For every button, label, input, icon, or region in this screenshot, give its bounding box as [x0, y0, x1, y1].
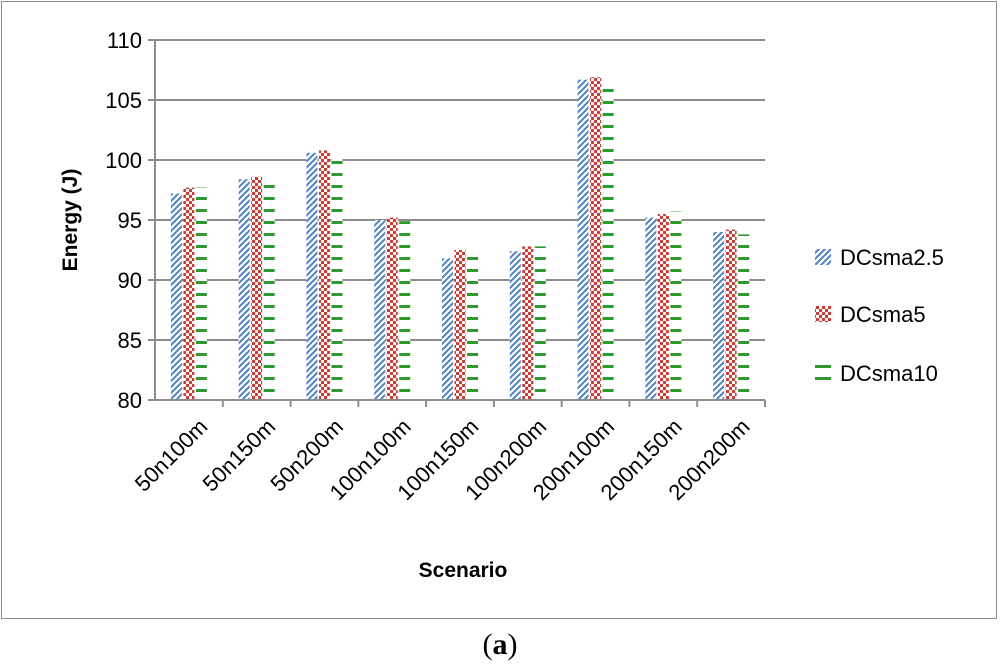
caption-open-paren: ( — [482, 628, 493, 661]
bar-dcsma10-50n200m — [331, 152, 343, 400]
y-tick-label: 80 — [118, 388, 142, 413]
y-tick-label: 85 — [118, 328, 142, 353]
bar-dcsma10-50n150m — [263, 176, 275, 400]
legend-item-dcsma2-5: DCsma2.5 — [815, 245, 944, 270]
y-axis-title: Energy (J) — [59, 169, 82, 272]
bar-dcsma10-200n150m — [670, 211, 682, 400]
bar-dcsma5-200n100m — [590, 77, 602, 400]
bar-dcsma5-100n150m — [454, 250, 466, 400]
x-axis-title: Scenario — [419, 559, 508, 582]
bar-dcsma10-200n100m — [602, 82, 614, 400]
legend-item-dcsma10: DCsma10 — [815, 361, 938, 386]
bar-dcsma5-100n200m — [522, 246, 534, 400]
bar-dcsma2-5-50n100m — [170, 193, 182, 400]
y-tick-label: 110 — [107, 28, 142, 53]
bar-dcsma5-50n200m — [318, 150, 330, 400]
bar-dcsma2-5-200n200m — [713, 232, 725, 400]
bar-dcsma5-100n100m — [386, 217, 398, 400]
bar-dcsma10-100n100m — [399, 221, 411, 400]
y-tick-label: 90 — [118, 268, 142, 293]
bar-dcsma5-50n150m — [251, 176, 263, 400]
legend-item-dcsma5: DCsma5 — [815, 302, 926, 327]
bar-dcsma2-5-50n200m — [306, 152, 318, 400]
legend-swatch — [815, 306, 831, 322]
bar-dcsma2-5-100n100m — [374, 220, 386, 400]
bar-dcsma2-5-200n150m — [645, 217, 657, 400]
bar-dcsma10-200n200m — [738, 234, 750, 400]
legend-label: DCsma5 — [840, 302, 926, 327]
bar-dcsma5-200n150m — [657, 214, 669, 400]
bar-dcsma2-5-100n200m — [509, 251, 521, 400]
bar-dcsma2-5-200n100m — [577, 79, 589, 400]
x-tick-label: 50n150m — [198, 414, 281, 497]
caption-letter: a — [492, 628, 508, 661]
bar-dcsma2-5-50n150m — [238, 179, 250, 400]
bar-dcsma10-100n200m — [534, 246, 546, 400]
x-tick-label: 50n100m — [130, 414, 213, 497]
bar-dcsma5-200n200m — [725, 229, 737, 400]
legend-label: DCsma10 — [840, 361, 938, 386]
bar-dcsma10-100n150m — [467, 253, 478, 400]
caption-close-paren: ) — [507, 628, 518, 661]
legend-label: DCsma2.5 — [840, 245, 944, 270]
y-tick-label: 105 — [105, 88, 142, 113]
y-tick-label: 100 — [105, 148, 142, 173]
bar-dcsma5-50n100m — [183, 187, 195, 400]
bar-dcsma10-50n100m — [195, 187, 207, 400]
figure-caption: (a) — [0, 628, 1000, 662]
legend-swatch — [815, 249, 831, 265]
legend-swatch — [815, 365, 831, 381]
bar-dcsma2-5-100n150m — [442, 258, 453, 400]
y-tick-label: 95 — [118, 208, 142, 233]
